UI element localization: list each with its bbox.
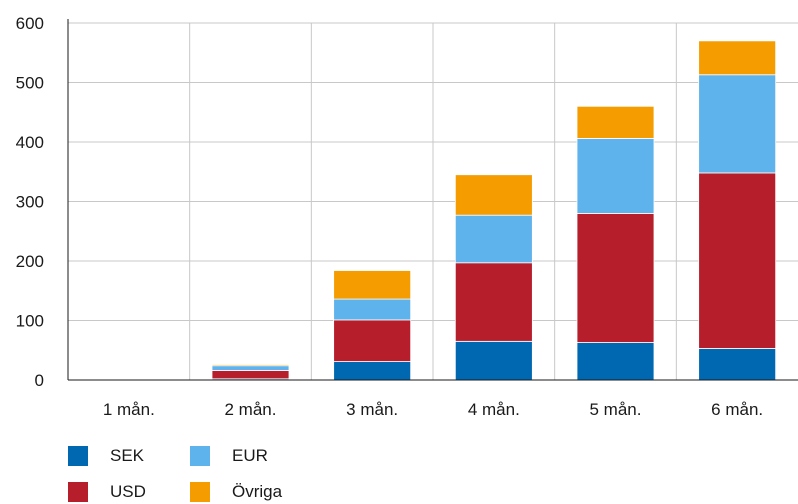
x-tick-label: 6 mån. [711, 400, 763, 419]
legend-item-ovriga: Övriga [190, 480, 282, 504]
y-tick-label: 200 [16, 252, 44, 271]
bar-segment-sek-6 [698, 348, 777, 381]
legend-item-sek: SEK [68, 444, 144, 468]
legend-item-usd: USD [68, 480, 146, 504]
bar-segment-sek-3 [333, 361, 412, 381]
bar-segment-usd-2 [211, 370, 290, 380]
y-tick-label: 100 [16, 312, 44, 331]
bar-segment-vriga-2 [211, 364, 290, 367]
bar-segment-usd-4 [454, 262, 533, 342]
bar-segment-eur-2 [211, 365, 290, 371]
bar-segment-vriga-5 [576, 105, 655, 139]
bar-segment-eur-6 [698, 74, 777, 174]
y-tick-label: 500 [16, 74, 44, 93]
legend-swatch-ovriga [190, 482, 210, 502]
y-tick-label: 0 [35, 371, 44, 390]
y-tick-label: 300 [16, 193, 44, 212]
bar-segment-vriga-6 [698, 40, 777, 76]
bar-segment-sek-4 [454, 340, 533, 381]
legend-label-sek: SEK [110, 446, 145, 465]
legend-label-eur: EUR [232, 446, 268, 465]
legend-swatch-usd [68, 482, 88, 502]
legend-swatch-eur [190, 446, 210, 466]
bar-segment-sek-5 [576, 342, 655, 381]
y-tick-label: 600 [16, 14, 44, 33]
x-tick-label: 2 mån. [225, 400, 277, 419]
bar-segment-eur-4 [454, 214, 533, 264]
bar-segment-usd-3 [333, 319, 412, 362]
legend-swatch-sek [68, 446, 88, 466]
legend-label-ovriga: Övriga [232, 482, 283, 501]
bar-segment-vriga-3 [333, 270, 412, 300]
bar-segment-usd-5 [576, 212, 655, 343]
y-tick-label: 400 [16, 133, 44, 152]
bar-segment-usd-6 [698, 172, 777, 349]
x-tick-label: 5 mån. [590, 400, 642, 419]
x-tick-label: 1 mån. [103, 400, 155, 419]
stacked-bar-chart: 0 100 200 300 400 500 600 1 mån. 2 mån. 3 mån. 4 m… [16, 14, 798, 419]
x-tick-label: 4 mån. [468, 400, 520, 419]
bar-segment-eur-3 [333, 298, 412, 321]
legend-label-usd: USD [110, 482, 146, 501]
legend-item-eur: EUR [190, 444, 268, 468]
bar-segment-eur-5 [576, 138, 655, 214]
bar-segment-vriga-4 [454, 174, 533, 216]
legend: SEK EUR USD Övriga [68, 444, 388, 504]
x-tick-label: 3 mån. [346, 400, 398, 419]
